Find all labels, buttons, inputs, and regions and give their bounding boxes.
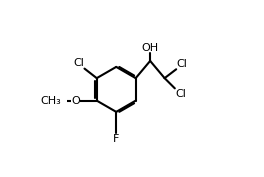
Text: F: F	[113, 134, 119, 144]
Text: Cl: Cl	[176, 89, 186, 99]
Text: CH₃: CH₃	[40, 96, 61, 106]
Text: OH: OH	[142, 43, 159, 53]
Text: Cl: Cl	[73, 58, 84, 68]
Text: Cl: Cl	[177, 59, 188, 69]
Text: O: O	[71, 96, 80, 106]
